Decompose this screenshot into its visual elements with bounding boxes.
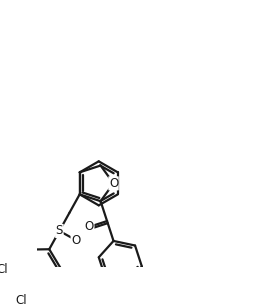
Text: Cl: Cl bbox=[15, 294, 27, 306]
Text: O: O bbox=[85, 220, 94, 233]
Text: S: S bbox=[56, 224, 63, 237]
Text: Cl: Cl bbox=[0, 263, 8, 276]
Text: O: O bbox=[71, 233, 80, 247]
Text: O: O bbox=[109, 177, 118, 190]
